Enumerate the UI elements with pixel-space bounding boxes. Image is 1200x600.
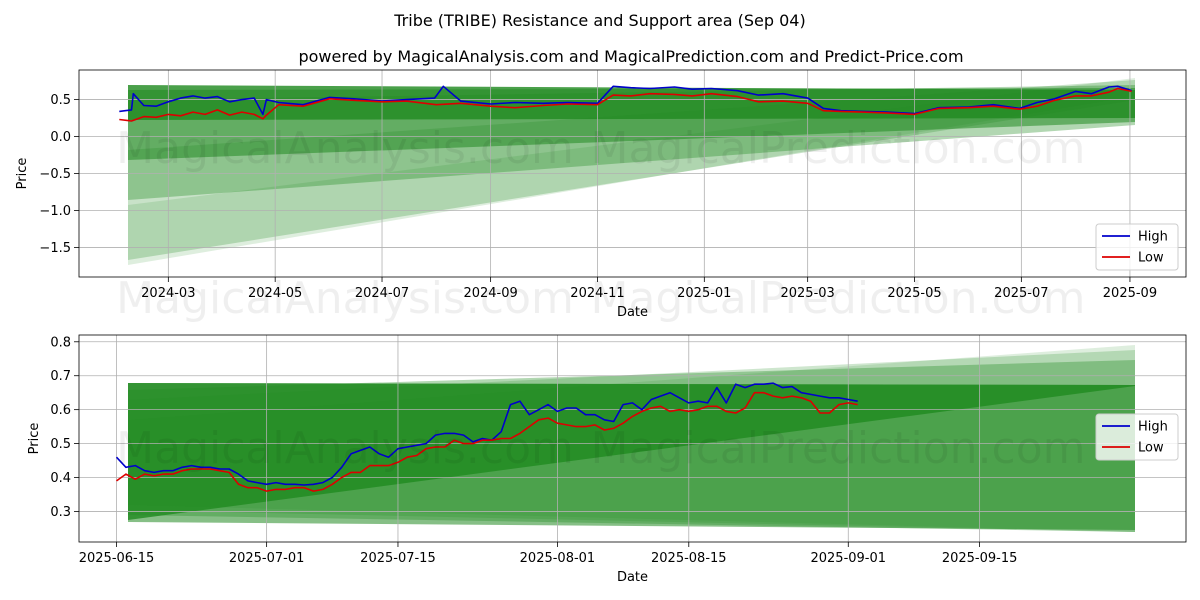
support-resistance-band [128, 80, 1135, 260]
x-tick-label: 2025-09-01 [810, 551, 886, 566]
support-resistance-band [128, 360, 1135, 532]
x-tick-label: 2025-09-15 [942, 551, 1018, 566]
x-axis-label: Date [617, 305, 648, 320]
y-tick-label: −1.5 [39, 241, 71, 256]
x-tick-label: 2025-07-15 [360, 551, 436, 566]
x-tick-label: 2024-09 [463, 286, 517, 301]
figure-subtitle: powered by MagicalAnalysis.com and Magic… [298, 47, 963, 66]
series-line-low [116, 391, 858, 492]
x-tick-label: 2025-01 [677, 286, 731, 301]
legend-label-high: High [1138, 420, 1168, 435]
y-axis-label: Price [15, 158, 30, 190]
y-tick-label: 0.6 [50, 403, 71, 418]
watermark-bottom-left: MagicalAnalysis.com [116, 423, 574, 474]
x-tick-label: 2025-07 [994, 286, 1048, 301]
plot-frame [78, 334, 1187, 543]
bottom-panel: 2025-06-15 2025-07-01 2025-07-15 2025-08-01… [27, 334, 1187, 585]
legend-label-high: High [1138, 230, 1168, 245]
watermark-bottom-right: MagicalPrediction.com [591, 423, 1086, 474]
x-tick-label: 2024-11 [570, 286, 624, 301]
y-tick-label: 0.4 [50, 471, 71, 486]
x-tick-label: 2024-05 [248, 286, 302, 301]
plot-frame [78, 69, 1187, 278]
support-resistance-band [128, 88, 1135, 160]
x-tick-label: 2025-09 [1103, 286, 1157, 301]
y-tick-label: 0.7 [50, 369, 71, 384]
support-resistance-band [128, 345, 1135, 532]
top-panel: 2024-03 2024-05 2024-07 2024-09 2024-11 2025-… [15, 69, 1187, 320]
y-tick-label: 0.5 [50, 93, 71, 108]
y-tick-label: 0.8 [50, 335, 71, 350]
x-tick-label: 2025-08-15 [651, 551, 727, 566]
support-resistance-band [128, 85, 1135, 200]
support-resistance-band [128, 78, 1135, 265]
x-tick-label: 2025-08-01 [520, 551, 596, 566]
series-line-low [119, 87, 1132, 122]
legend-label-low: Low [1138, 441, 1164, 456]
y-tick-label: −1.0 [39, 204, 71, 219]
x-tick-label: 2024-07 [355, 286, 409, 301]
y-tick-label: −0.5 [39, 167, 71, 182]
x-tick-label: 2024-03 [141, 286, 195, 301]
y-tick-label: 0.3 [50, 505, 71, 520]
watermark-mid-left: MagicalAnalysis.com [116, 273, 574, 324]
watermark-top-left: MagicalAnalysis.com [116, 123, 574, 174]
y-tick-label: 0.5 [50, 437, 71, 452]
x-axis-label: Date [617, 570, 648, 585]
y-axis-label: Price [27, 423, 42, 455]
support-resistance-band [128, 350, 1135, 532]
legend-label-low: Low [1138, 251, 1164, 266]
x-tick-label: 2025-06-15 [79, 551, 155, 566]
x-tick-label: 2025-03 [780, 286, 834, 301]
x-tick-label: 2025-07-01 [229, 551, 305, 566]
y-tick-label: 0.0 [50, 130, 71, 145]
support-resistance-band [128, 383, 1135, 530]
x-tick-label: 2025-05 [887, 286, 941, 301]
figure-title: Tribe (TRIBE) Resistance and Support are… [393, 11, 805, 30]
watermark-mid-right: MagicalPrediction.com [591, 273, 1086, 324]
series-line-high [115, 382, 858, 486]
watermark-top-right: MagicalPrediction.com [591, 123, 1086, 174]
